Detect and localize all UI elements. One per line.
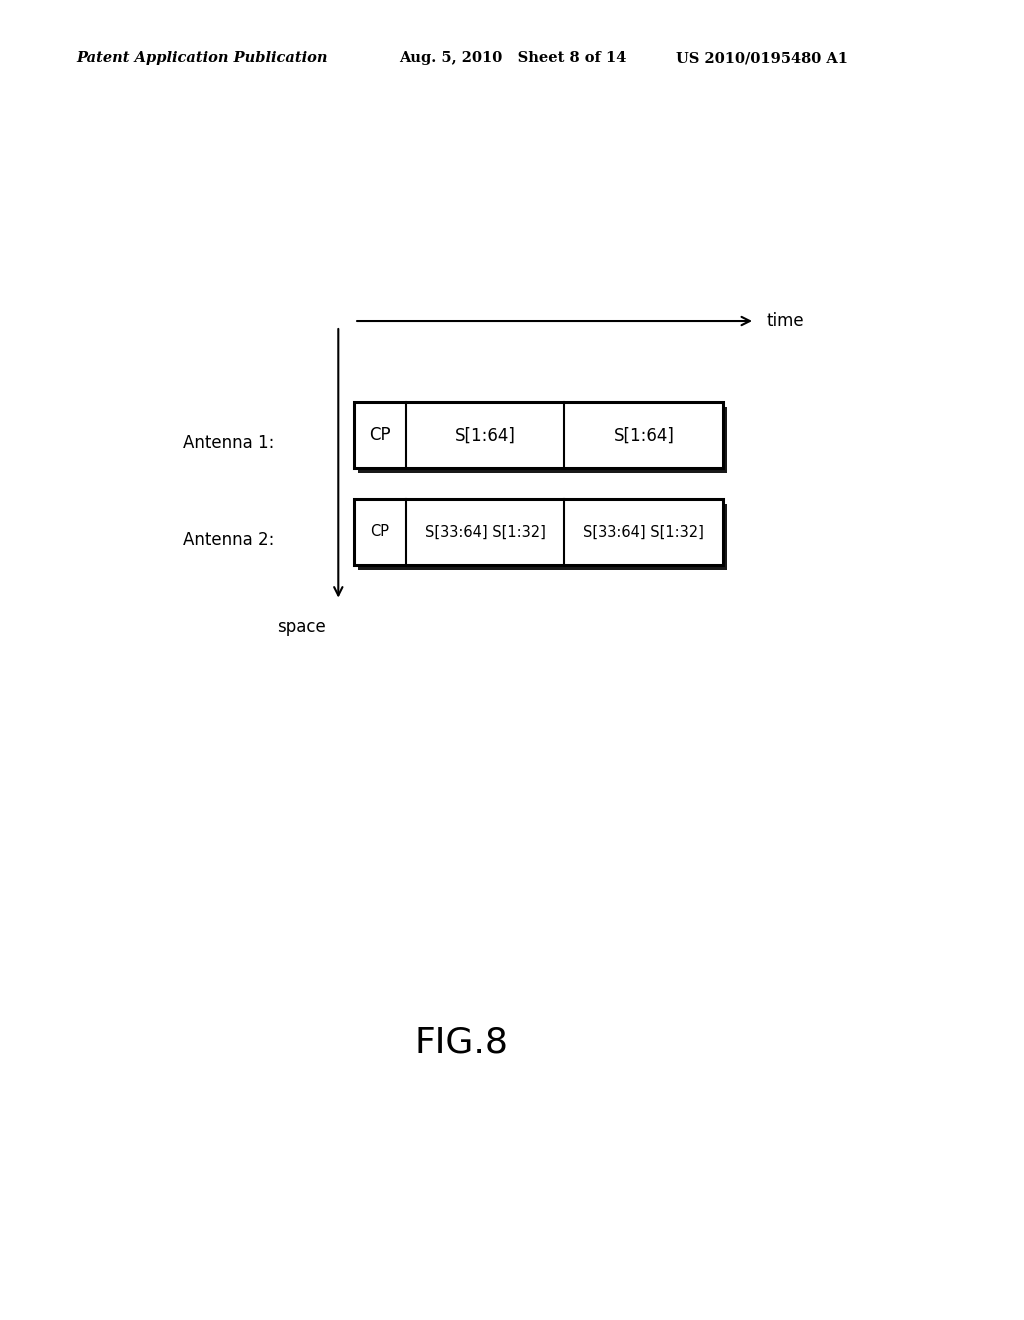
Text: Aug. 5, 2010   Sheet 8 of 14: Aug. 5, 2010 Sheet 8 of 14 [399, 51, 627, 65]
Bar [358, 408, 727, 474]
Text: S[1:64]: S[1:64] [455, 426, 515, 445]
Bar [354, 499, 723, 565]
Text: Antenna 1:: Antenna 1: [183, 434, 274, 451]
Text: time: time [767, 312, 805, 330]
Text: FIG.8: FIG.8 [415, 1026, 508, 1060]
Text: S[33:64] S[1:32]: S[33:64] S[1:32] [425, 524, 546, 540]
Text: S[33:64] S[1:32]: S[33:64] S[1:32] [584, 524, 705, 540]
Bar [358, 504, 727, 570]
Bar [354, 403, 723, 469]
Text: Antenna 2:: Antenna 2: [183, 531, 274, 549]
Text: Patent Application Publication: Patent Application Publication [77, 51, 329, 65]
Text: space: space [276, 618, 326, 636]
Text: US 2010/0195480 A1: US 2010/0195480 A1 [676, 51, 848, 65]
Text: CP: CP [371, 524, 389, 540]
Text: CP: CP [370, 426, 391, 445]
Text: S[1:64]: S[1:64] [613, 426, 674, 445]
